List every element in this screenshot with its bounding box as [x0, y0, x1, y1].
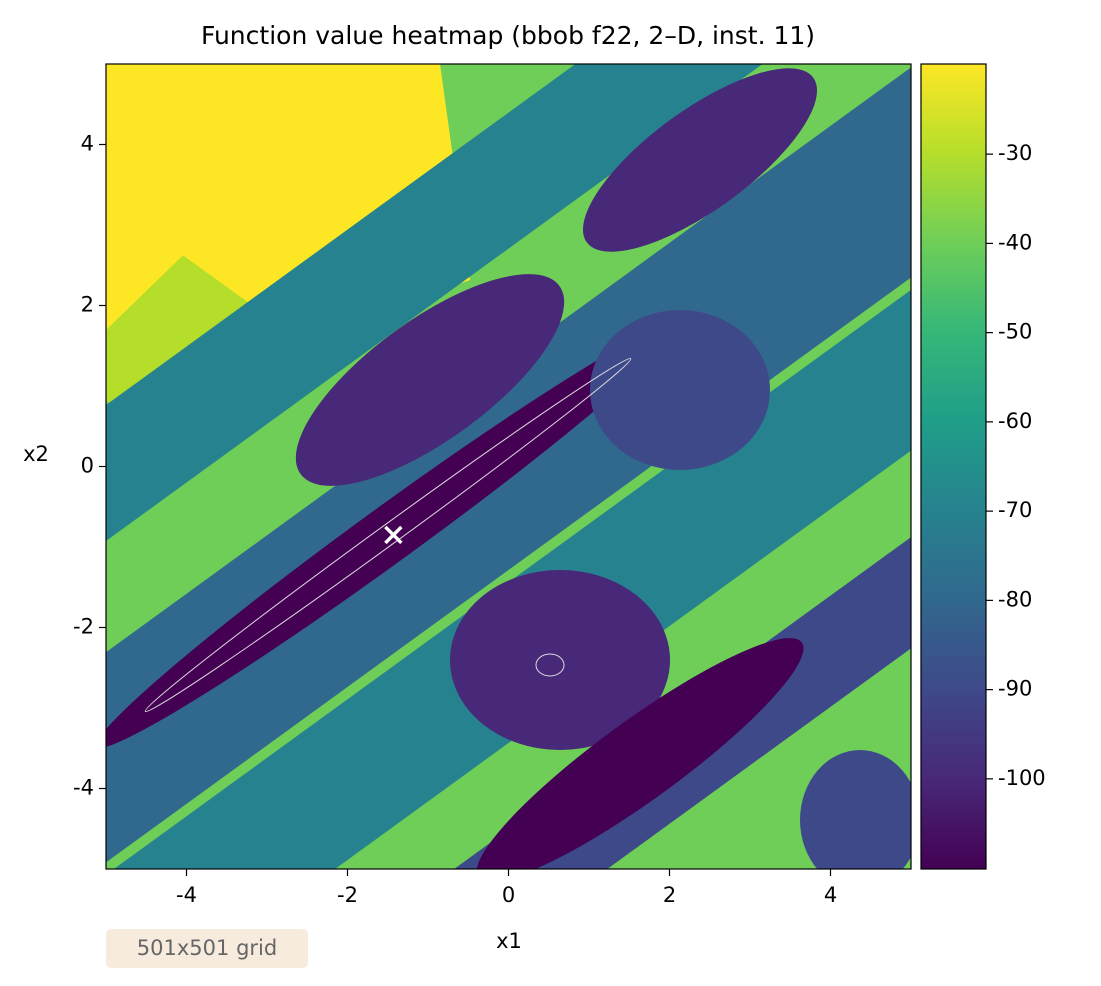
- x-tick-label: 2: [663, 883, 676, 907]
- optimum-marker: [384, 525, 403, 545]
- chart-title: Function value heatmap (bbob f22, 2–D, i…: [201, 21, 815, 50]
- colorbar-tick-label: -40: [998, 230, 1032, 254]
- colorbar-tick-label: -90: [998, 677, 1032, 701]
- y-tick-label: 0: [81, 454, 94, 478]
- x-tick-label: -2: [337, 883, 358, 907]
- y-tick-label: -2: [73, 615, 94, 639]
- colorbar-tick-label: -60: [998, 409, 1032, 433]
- colorbar-tick-label: -80: [998, 587, 1032, 611]
- x-axis-label: x1: [496, 929, 522, 953]
- colorbar: [920, 63, 987, 870]
- annotation-box: [106, 929, 308, 968]
- colorbar-tick-label: -30: [998, 141, 1032, 165]
- x-tick-label: -4: [176, 883, 197, 907]
- x-tick-label: 0: [502, 883, 515, 907]
- y-tick-label: -4: [73, 776, 94, 800]
- y-tick-label: 4: [81, 132, 94, 156]
- y-axis-label: x2: [23, 442, 49, 466]
- y-tick-label: 2: [81, 293, 94, 317]
- colorbar-tick-label: -50: [998, 320, 1032, 344]
- x-tick-label: 4: [824, 883, 837, 907]
- colorbar-tick-label: -100: [998, 766, 1046, 790]
- colorbar-tick-label: -70: [998, 498, 1032, 522]
- annotation: 501x501 grid: [137, 936, 277, 960]
